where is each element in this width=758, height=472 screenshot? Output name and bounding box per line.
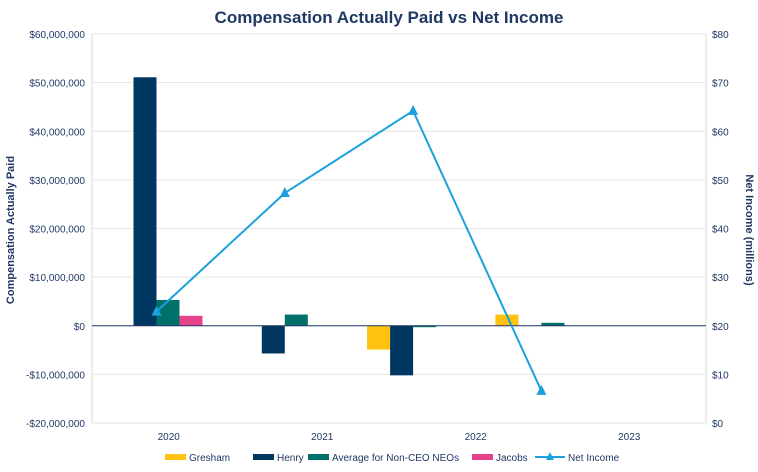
x-tick-label: 2022 [465, 432, 488, 443]
y-tick-label: -$20,000,000 [26, 419, 85, 430]
bar-henry [390, 325, 414, 376]
legend-label: Henry [277, 453, 304, 464]
bar-average-for-non-ceo-neos [284, 314, 308, 326]
x-tick-label: 2020 [158, 432, 181, 443]
net-income-line [155, 109, 543, 392]
net-income-marker [151, 305, 162, 316]
net-income-marker [408, 104, 419, 115]
y-axis-label: Compensation Actually Paid [5, 156, 17, 304]
bar-gresham [495, 314, 519, 326]
bar-jacobs [179, 315, 203, 326]
bar-henry [133, 77, 157, 326]
y-tick-label: $60,000,000 [29, 30, 85, 41]
x-tick-label: 2023 [618, 432, 641, 443]
legend-swatch [165, 454, 186, 460]
legend-label: Gresham [189, 453, 230, 464]
y2-tick-label: $10 [712, 370, 729, 381]
y2-tick-label: $0 [712, 419, 724, 430]
y2-tick-label: $40 [712, 225, 729, 236]
y-tick-label: $50,000,000 [29, 79, 85, 90]
legend-label: Net Income [568, 453, 620, 464]
bar-average-for-non-ceo-neos [541, 322, 565, 326]
legend-marker-net-income [546, 452, 554, 460]
y-tick-label: $30,000,000 [29, 176, 85, 187]
y-tick-label: $40,000,000 [29, 127, 85, 138]
y2-tick-label: $80 [712, 30, 729, 41]
bar-henry [261, 325, 285, 354]
legend-swatch [308, 454, 329, 460]
legend-swatch [472, 454, 493, 460]
y-tick-label: $0 [74, 322, 86, 333]
x-tick-label: 2021 [311, 432, 334, 443]
y-tick-label: -$10,000,000 [26, 370, 85, 381]
bar-average-for-non-ceo-neos [413, 325, 437, 328]
y2-tick-label: $50 [712, 176, 729, 187]
bar-gresham [367, 325, 391, 350]
y2-tick-label: $20 [712, 322, 729, 333]
net-income-marker [279, 187, 290, 198]
chart-title: Compensation Actually Paid vs Net Income [215, 8, 564, 27]
y2-tick-label: $30 [712, 273, 729, 284]
legend-swatch [253, 454, 274, 460]
legend-label: Average for Non-CEO NEOs [332, 453, 459, 464]
y-tick-label: $10,000,000 [29, 273, 85, 284]
net-income-marker [536, 384, 547, 395]
y2-tick-label: $60 [712, 127, 729, 138]
legend-label: Jacobs [496, 453, 528, 464]
y-tick-label: $20,000,000 [29, 225, 85, 236]
y2-tick-label: $70 [712, 79, 729, 90]
y2-axis-label: Net Income (millions) [743, 174, 755, 286]
